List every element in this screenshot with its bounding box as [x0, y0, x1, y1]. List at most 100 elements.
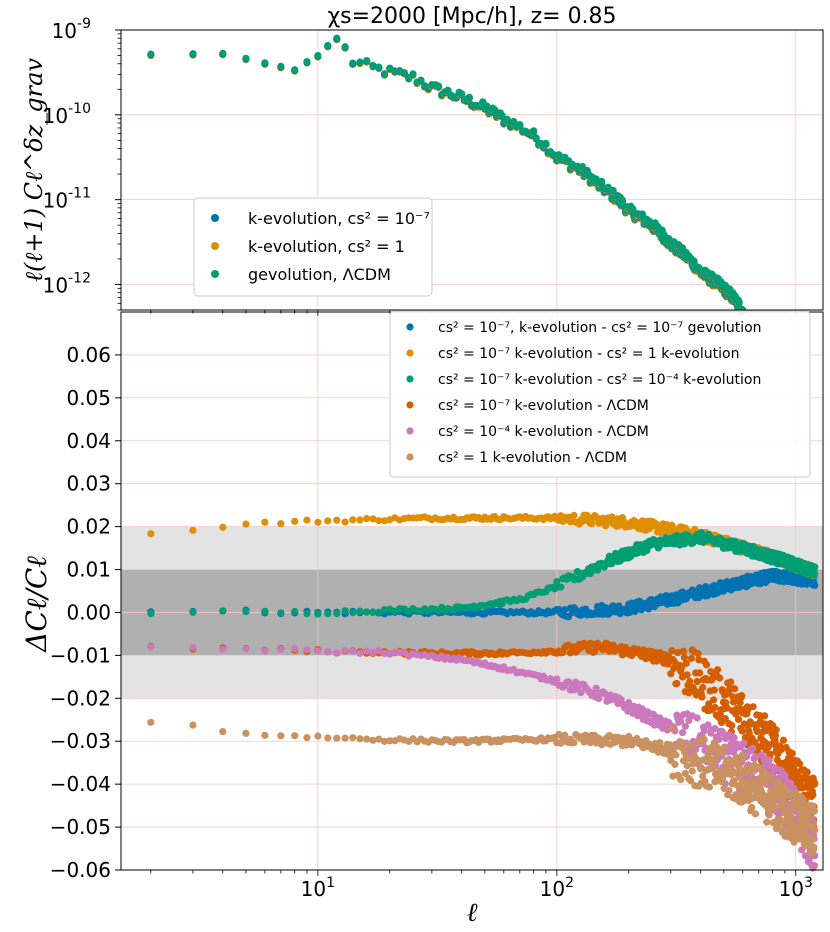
bottom-point-series-5 [751, 810, 760, 818]
bottom-point-series-5 [810, 843, 818, 851]
bottom-point-series-2 [375, 608, 383, 616]
bottom-point-series-4 [678, 729, 687, 737]
bottom-point-series-3 [749, 703, 757, 711]
bottom-legend-label: cs² = 10⁻⁷, k-evolution - cs² = 10⁻⁷ gev… [438, 320, 762, 336]
top-point-gevolution [314, 51, 322, 60]
bottom-y-tick-label: −0.02 [50, 686, 111, 710]
bottom-point-series-3 [796, 760, 804, 768]
bottom-point-series-1 [147, 530, 155, 538]
bottom-point-series-3 [731, 685, 739, 693]
bottom-legend-marker [406, 427, 414, 435]
bottom-point-series-5 [277, 732, 285, 740]
top-point-gevolution [498, 111, 506, 120]
bottom-point-series-3 [673, 679, 681, 688]
bottom-y-tick-label: 0.04 [66, 429, 111, 453]
bottom-point-series-1 [363, 514, 371, 523]
top-legend: k-evolution, cs² = 10⁻⁷ k-evolution, cs² … [193, 197, 433, 297]
bottom-legend-label: cs² = 10⁻⁷ k-evolution - cs² = 1 k-evolu… [438, 346, 739, 362]
bottom-point-series-2 [324, 610, 332, 618]
top-point-gevolution [629, 205, 637, 213]
bottom-y-tick-label: 0.01 [66, 558, 111, 582]
bottom-point-series-4 [730, 733, 738, 742]
bottom-point-series-4 [261, 647, 269, 655]
bottom-point-series-5 [363, 735, 371, 743]
top-point-gevolution [491, 106, 499, 114]
bottom-point-series-5 [761, 779, 770, 787]
top-point-gevolution [242, 54, 250, 62]
bottom-point-series-5 [672, 751, 680, 759]
bottom-point-series-3 [779, 736, 788, 744]
bottom-point-series-2 [291, 607, 299, 616]
bottom-point-series-1 [570, 511, 578, 519]
bottom-point-series-5 [809, 835, 817, 843]
bottom-point-series-1 [242, 520, 250, 528]
top-point-gevolution [324, 41, 332, 50]
bottom-point-series-4 [693, 714, 701, 722]
bottom-point-series-5 [721, 743, 729, 751]
bottom-point-series-5 [688, 767, 696, 775]
bottom-point-series-5 [333, 734, 341, 742]
top-point-gevolution [303, 57, 311, 66]
bottom-point-series-3 [710, 686, 718, 694]
x-tick-label: 103 [779, 875, 813, 901]
chart-title: χs=2000 [Mpc/h], z= 0.85 [327, 4, 616, 29]
bottom-point-series-3 [694, 650, 702, 658]
bottom-point-series-4 [189, 643, 197, 652]
bottom-point-series-5 [748, 803, 756, 812]
top-point-gevolution [219, 49, 227, 57]
bottom-point-series-5 [781, 799, 790, 807]
bottom-point-series-3 [734, 715, 743, 724]
bottom-point-series-3 [693, 677, 701, 686]
bottom-y-tick-label: −0.01 [50, 643, 111, 667]
top-y-tick-label: 10-12 [43, 270, 91, 297]
bottom-point-series-3 [679, 647, 688, 655]
bottom-point-series-2 [314, 610, 322, 618]
bottom-point-series-3 [738, 727, 746, 735]
bottom-point-series-2 [333, 609, 341, 618]
top-point-gevolution [690, 257, 698, 265]
bottom-point-series-1 [369, 515, 377, 523]
bottom-point-series-3 [683, 671, 691, 679]
bottom-point-series-3 [716, 674, 724, 682]
bottom-point-series-5 [678, 740, 687, 748]
bottom-point-series-2 [369, 608, 377, 617]
top-y-tick-label: 10-9 [52, 16, 91, 43]
bottom-y-tick-label: 0.02 [66, 515, 111, 539]
bottom-point-series-2 [219, 607, 227, 615]
bottom-point-series-3 [687, 654, 696, 663]
bottom-point-series-4 [810, 862, 819, 870]
bottom-point-series-4 [749, 744, 757, 753]
top-point-gevolution [417, 76, 425, 84]
bottom-y-tick-label: 0.05 [66, 386, 111, 410]
top-point-gevolution [349, 59, 357, 67]
bottom-point-series-5 [677, 776, 685, 784]
bottom-point-series-1 [375, 517, 383, 525]
bottom-point-series-5 [705, 783, 713, 791]
bottom-point-series-5 [349, 734, 357, 742]
bottom-legend-marker [406, 453, 414, 461]
bottom-point-series-3 [738, 691, 746, 700]
top-point-gevolution [609, 186, 617, 194]
bottom-point-series-4 [291, 645, 299, 653]
top-point-gevolution [380, 70, 389, 78]
bottom-point-series-1 [324, 517, 332, 525]
bottom-point-series-0 [561, 606, 569, 614]
x-tick-label: 102 [540, 875, 574, 901]
bottom-point-series-5 [356, 735, 364, 743]
top-point-gevolution [532, 134, 540, 142]
bottom-point-series-5 [261, 731, 269, 739]
bottom-y-tick-label: −0.04 [50, 772, 111, 796]
top-point-gevolution [369, 61, 377, 70]
bottom-legend-marker [406, 323, 414, 331]
top-point-gevolution [598, 177, 606, 185]
bottom-point-series-1 [601, 522, 610, 530]
top-point-gevolution [400, 68, 408, 77]
bottom-y-tick-label: −0.06 [50, 858, 111, 882]
bottom-legend-label: cs² = 1 k-evolution - ΛCDM [438, 450, 627, 466]
bottom-point-series-0 [811, 581, 819, 589]
bottom-point-series-1 [349, 516, 357, 524]
x-axis-label: ℓ [467, 898, 478, 928]
bottom-point-series-5 [189, 721, 197, 729]
top-point-gevolution [341, 43, 349, 51]
bottom-point-series-5 [219, 727, 227, 736]
